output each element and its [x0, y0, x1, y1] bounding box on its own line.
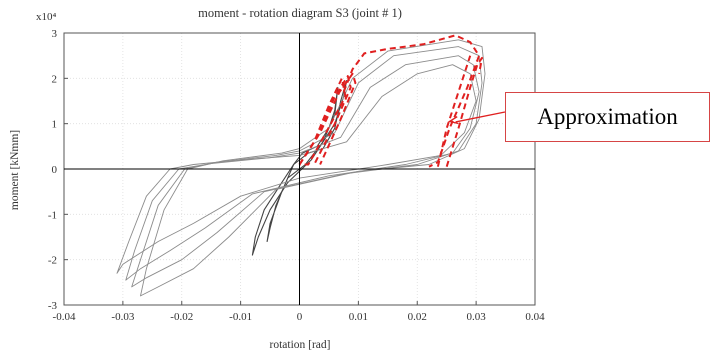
approximation-line	[445, 56, 483, 167]
hysteresis-series	[116, 39, 486, 297]
y-tick-label: 0	[52, 164, 58, 176]
approximation-callout: Approximation	[505, 92, 710, 142]
approximation-line	[342, 34, 481, 168]
x-tick-label: 0.03	[467, 311, 487, 323]
x-tick-label: -0.01	[229, 311, 252, 323]
y-tick-label: -1	[48, 209, 57, 221]
y-tick-label: 3	[52, 28, 58, 40]
callout-arrow	[447, 111, 506, 125]
y-multiplier-label: x10⁴	[36, 11, 57, 23]
x-tick-label: 0.02	[408, 311, 427, 323]
callout-text: Approximation	[537, 104, 678, 129]
zero-axes	[64, 33, 535, 305]
arrow-head	[447, 116, 459, 125]
x-tick-label: -0.03	[111, 311, 134, 323]
x-tick-label: 0	[297, 311, 303, 323]
approximation-line	[298, 77, 347, 166]
hysteresis-loop	[251, 80, 348, 256]
hysteresis-loop	[140, 39, 486, 297]
x-tick-label: -0.04	[53, 311, 76, 323]
y-tick-label: -3	[48, 300, 58, 312]
x-tick-label: -0.02	[170, 311, 193, 323]
x-axis-label: rotation [rad]	[270, 339, 331, 351]
x-tick-label: 0.01	[349, 311, 368, 323]
approximation-series	[298, 34, 483, 168]
axis-ticks: -0.04 -0.03 -0.02 -0.01 0 0.01 0.02 0.03 0.04 3 2 1…	[48, 28, 545, 323]
y-tick-label: -2	[48, 255, 57, 267]
hysteresis-loop	[266, 86, 339, 243]
chart-title: moment - rotation diagram S3 (joint # 1)	[198, 6, 402, 20]
y-tick-label: 2	[52, 73, 58, 85]
arrow-shaft	[455, 111, 506, 123]
hysteresis-loop	[116, 64, 477, 274]
y-axis-label: moment [kNmm]	[9, 130, 21, 210]
approximation-line	[298, 72, 357, 166]
approximation-line	[436, 55, 472, 167]
y-tick-label: 1	[52, 119, 58, 131]
hysteresis-loop	[125, 55, 480, 281]
x-tick-label: 0.04	[525, 311, 545, 323]
